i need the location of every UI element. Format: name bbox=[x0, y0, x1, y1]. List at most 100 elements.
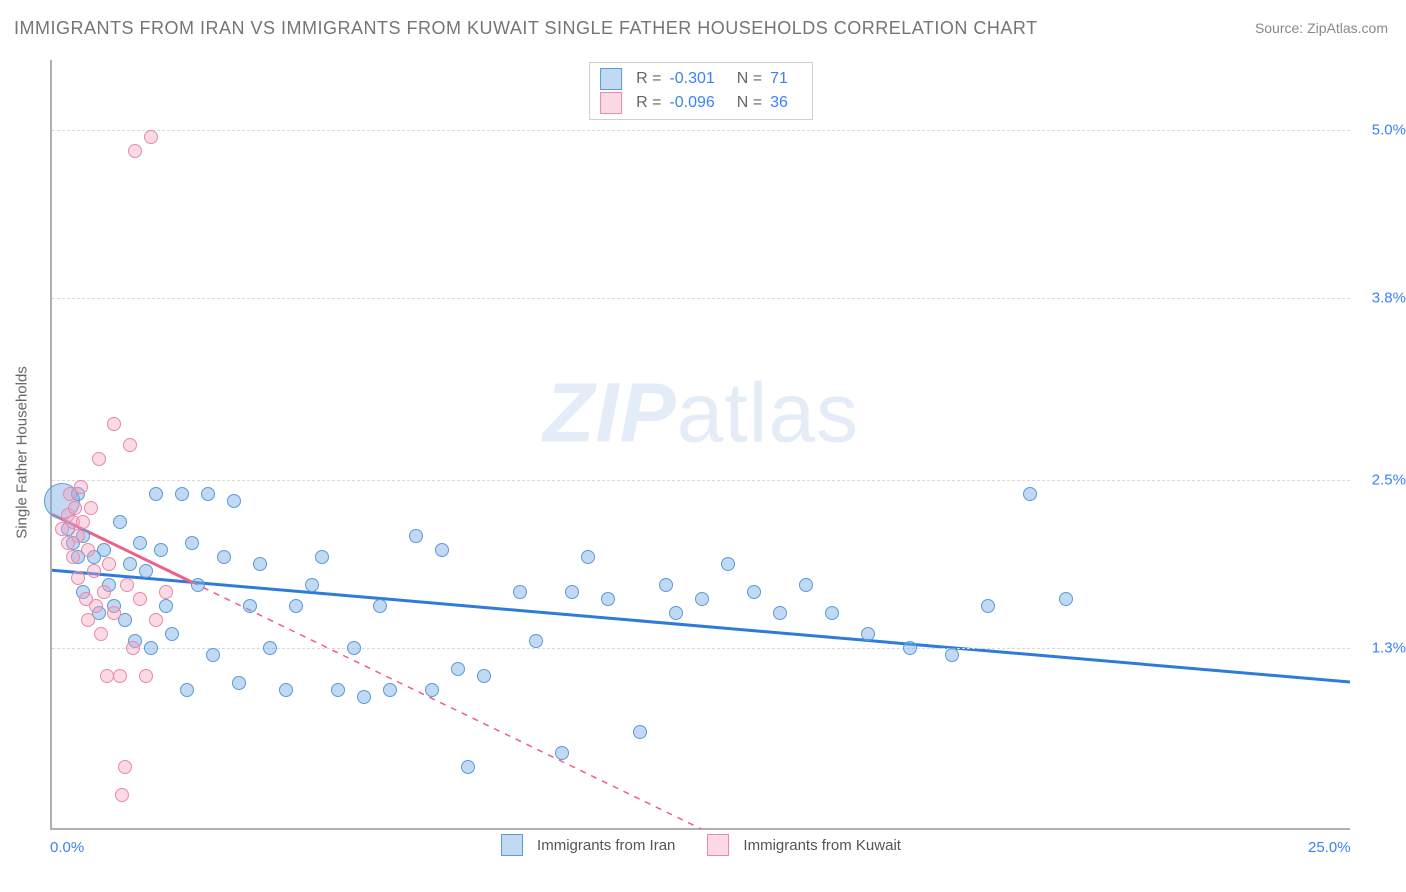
data-point-series-1 bbox=[201, 487, 215, 501]
data-point-series-1 bbox=[425, 683, 439, 697]
data-point-series-1 bbox=[513, 585, 527, 599]
data-point-series-1 bbox=[113, 515, 127, 529]
n-label: N = bbox=[737, 67, 762, 91]
data-point-series-1 bbox=[253, 557, 267, 571]
y-axis-label: Single Father Households bbox=[14, 366, 31, 539]
data-point-series-1 bbox=[945, 648, 959, 662]
data-point-series-2 bbox=[89, 599, 103, 613]
data-point-series-1 bbox=[695, 592, 709, 606]
data-point-series-1 bbox=[133, 536, 147, 550]
data-point-series-1 bbox=[185, 536, 199, 550]
r-value-1: -0.301 bbox=[669, 67, 714, 91]
r-value-2: -0.096 bbox=[669, 91, 714, 115]
data-point-series-1 bbox=[1059, 592, 1073, 606]
legend-label-1: Immigrants from Iran bbox=[537, 837, 675, 854]
chart-title: IMMIGRANTS FROM IRAN VS IMMIGRANTS FROM … bbox=[14, 18, 1038, 39]
plot-area: ZIPatlas Single Father Households R = -0… bbox=[50, 60, 1350, 830]
swatch-series-1 bbox=[600, 68, 622, 90]
data-point-series-2 bbox=[123, 438, 137, 452]
data-point-series-1 bbox=[409, 529, 423, 543]
gridline-h bbox=[52, 480, 1350, 481]
data-point-series-2 bbox=[97, 585, 111, 599]
data-point-series-1 bbox=[373, 599, 387, 613]
data-point-series-1 bbox=[139, 564, 153, 578]
data-point-series-1 bbox=[227, 494, 241, 508]
y-tick-label: 1.3% bbox=[1372, 640, 1406, 657]
data-point-series-1 bbox=[315, 550, 329, 564]
data-point-series-2 bbox=[133, 592, 147, 606]
data-point-series-2 bbox=[113, 669, 127, 683]
data-point-series-1 bbox=[180, 683, 194, 697]
gridline-h bbox=[52, 130, 1350, 131]
data-point-series-2 bbox=[68, 501, 82, 515]
data-point-series-1 bbox=[123, 557, 137, 571]
n-label: N = bbox=[737, 91, 762, 115]
r-label: R = bbox=[636, 91, 661, 115]
data-point-series-1 bbox=[555, 746, 569, 760]
stats-row-series-1: R = -0.301 N = 71 bbox=[600, 67, 802, 91]
r-label: R = bbox=[636, 67, 661, 91]
data-point-series-1 bbox=[659, 578, 673, 592]
data-point-series-2 bbox=[126, 641, 140, 655]
data-point-series-1 bbox=[633, 725, 647, 739]
data-point-series-1 bbox=[1023, 487, 1037, 501]
data-point-series-2 bbox=[107, 606, 121, 620]
data-point-series-2 bbox=[139, 669, 153, 683]
data-point-series-1 bbox=[861, 627, 875, 641]
data-point-series-1 bbox=[461, 760, 475, 774]
chart-source: Source: ZipAtlas.com bbox=[1255, 20, 1388, 36]
data-point-series-2 bbox=[120, 578, 134, 592]
data-point-series-2 bbox=[74, 480, 88, 494]
data-point-series-1 bbox=[331, 683, 345, 697]
data-point-series-1 bbox=[144, 641, 158, 655]
n-value-1: 71 bbox=[770, 67, 788, 91]
data-point-series-2 bbox=[144, 130, 158, 144]
y-tick-label: 2.5% bbox=[1372, 472, 1406, 489]
swatch-series-2-bottom bbox=[707, 834, 729, 856]
data-point-series-1 bbox=[825, 606, 839, 620]
data-point-series-2 bbox=[115, 788, 129, 802]
data-point-series-1 bbox=[191, 578, 205, 592]
watermark-zip: ZIP bbox=[543, 366, 677, 460]
data-point-series-1 bbox=[981, 599, 995, 613]
swatch-series-1-bottom bbox=[501, 834, 523, 856]
data-point-series-1 bbox=[601, 592, 615, 606]
data-point-series-1 bbox=[529, 634, 543, 648]
data-point-series-1 bbox=[669, 606, 683, 620]
data-point-series-2 bbox=[128, 144, 142, 158]
legend-label-2: Immigrants from Kuwait bbox=[743, 837, 901, 854]
data-point-series-1 bbox=[206, 648, 220, 662]
stats-legend-box: R = -0.301 N = 71 R = -0.096 N = 36 bbox=[589, 62, 813, 120]
data-point-series-1 bbox=[279, 683, 293, 697]
data-point-series-1 bbox=[477, 669, 491, 683]
data-point-series-1 bbox=[721, 557, 735, 571]
data-point-series-1 bbox=[451, 662, 465, 676]
data-point-series-1 bbox=[565, 585, 579, 599]
data-point-series-1 bbox=[773, 606, 787, 620]
data-point-series-2 bbox=[71, 529, 85, 543]
watermark-atlas: atlas bbox=[677, 366, 859, 460]
source-link[interactable]: ZipAtlas.com bbox=[1307, 20, 1388, 36]
data-point-series-2 bbox=[149, 613, 163, 627]
data-point-series-1 bbox=[263, 641, 277, 655]
data-point-series-1 bbox=[217, 550, 231, 564]
n-value-2: 36 bbox=[770, 91, 788, 115]
data-point-series-2 bbox=[81, 543, 95, 557]
data-point-series-2 bbox=[107, 417, 121, 431]
legend-item-1: Immigrants from Iran bbox=[501, 834, 675, 856]
data-point-series-1 bbox=[357, 690, 371, 704]
swatch-series-2 bbox=[600, 92, 622, 114]
data-point-series-2 bbox=[87, 564, 101, 578]
data-point-series-1 bbox=[435, 543, 449, 557]
data-point-series-2 bbox=[159, 585, 173, 599]
legend-item-2: Immigrants from Kuwait bbox=[707, 834, 901, 856]
data-point-series-1 bbox=[903, 641, 917, 655]
data-point-series-1 bbox=[799, 578, 813, 592]
data-point-series-2 bbox=[118, 760, 132, 774]
x-tick-label: 0.0% bbox=[50, 839, 84, 856]
data-point-series-1 bbox=[149, 487, 163, 501]
data-point-series-1 bbox=[289, 599, 303, 613]
watermark: ZIPatlas bbox=[543, 365, 859, 462]
gridline-h bbox=[52, 298, 1350, 299]
legend-bottom: Immigrants from Iran Immigrants from Kuw… bbox=[501, 834, 901, 856]
